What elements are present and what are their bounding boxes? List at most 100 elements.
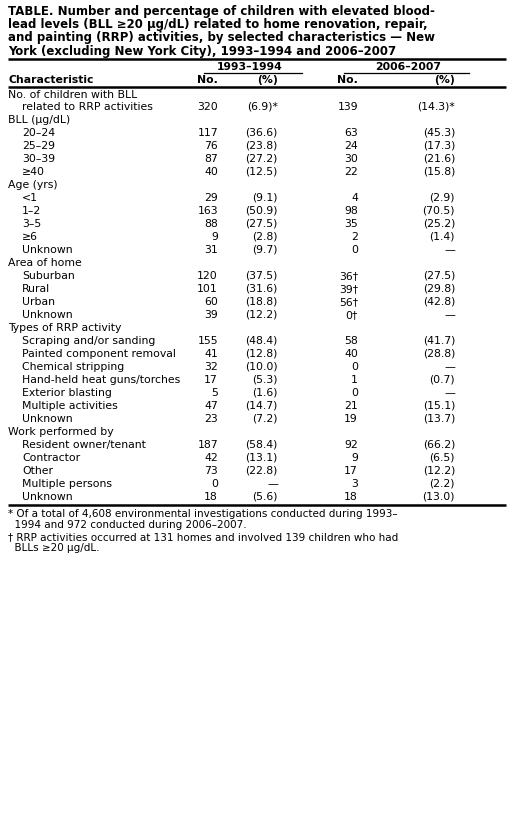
Text: Age (yrs): Age (yrs): [8, 180, 58, 190]
Text: (21.6): (21.6): [423, 154, 455, 164]
Text: (25.2): (25.2): [423, 219, 455, 229]
Text: 40: 40: [344, 349, 358, 359]
Text: 41: 41: [204, 349, 218, 359]
Text: (12.5): (12.5): [246, 167, 278, 177]
Text: 24: 24: [344, 141, 358, 151]
Text: (41.7): (41.7): [423, 336, 455, 346]
Text: (12.8): (12.8): [246, 349, 278, 359]
Text: (9.7): (9.7): [252, 245, 278, 255]
Text: Other: Other: [22, 466, 53, 476]
Text: 39: 39: [204, 310, 218, 320]
Text: 1: 1: [351, 374, 358, 385]
Text: (27.2): (27.2): [246, 154, 278, 164]
Text: 76: 76: [204, 141, 218, 151]
Text: 17: 17: [204, 374, 218, 385]
Text: 187: 187: [197, 440, 218, 450]
Text: Contractor: Contractor: [22, 453, 80, 463]
Text: * Of a total of 4,608 environmental investigations conducted during 1993–: * Of a total of 4,608 environmental inve…: [8, 509, 398, 519]
Text: (6.9)*: (6.9)*: [247, 102, 278, 112]
Text: 23: 23: [204, 414, 218, 424]
Text: (13.0): (13.0): [423, 492, 455, 501]
Text: 0: 0: [211, 479, 218, 488]
Text: (10.0): (10.0): [245, 361, 278, 372]
Text: (2.8): (2.8): [252, 232, 278, 242]
Text: Urban: Urban: [22, 297, 55, 307]
Text: 47: 47: [204, 400, 218, 411]
Text: 0†: 0†: [345, 310, 358, 320]
Text: (1.4): (1.4): [430, 232, 455, 242]
Text: 30–39: 30–39: [22, 154, 56, 164]
Text: (2.9): (2.9): [430, 193, 455, 203]
Text: (22.8): (22.8): [246, 466, 278, 476]
Text: (5.3): (5.3): [252, 374, 278, 385]
Text: 92: 92: [344, 440, 358, 450]
Text: No.: No.: [337, 76, 358, 85]
Text: Unknown: Unknown: [22, 492, 73, 501]
Text: 3–5: 3–5: [22, 219, 42, 229]
Text: 40: 40: [204, 167, 218, 177]
Text: —: —: [444, 245, 455, 255]
Text: 2006–2007: 2006–2007: [376, 62, 442, 72]
Text: 9: 9: [211, 232, 218, 242]
Text: 73: 73: [204, 466, 218, 476]
Text: and painting (RRP) activities, by selected characteristics — New: and painting (RRP) activities, by select…: [8, 32, 435, 45]
Text: Suburban: Suburban: [22, 271, 75, 281]
Text: 163: 163: [197, 206, 218, 216]
Text: (27.5): (27.5): [423, 271, 455, 281]
Text: 139: 139: [337, 102, 358, 112]
Text: Multiple activities: Multiple activities: [22, 400, 118, 411]
Text: (2.2): (2.2): [430, 479, 455, 488]
Text: (29.8): (29.8): [423, 284, 455, 294]
Text: (0.7): (0.7): [429, 374, 455, 385]
Text: † RRP activities occurred at 131 homes and involved 139 children who had: † RRP activities occurred at 131 homes a…: [8, 532, 398, 542]
Text: (1.6): (1.6): [252, 387, 278, 398]
Text: 2: 2: [351, 232, 358, 242]
Text: No. of children with BLL: No. of children with BLL: [8, 90, 137, 100]
Text: (12.2): (12.2): [246, 310, 278, 320]
Text: (58.4): (58.4): [246, 440, 278, 450]
Text: Multiple persons: Multiple persons: [22, 479, 112, 488]
Text: 3: 3: [351, 479, 358, 488]
Text: 20–24: 20–24: [22, 128, 56, 138]
Text: 101: 101: [197, 284, 218, 294]
Text: 21: 21: [344, 400, 358, 411]
Text: 117: 117: [197, 128, 218, 138]
Text: (5.6): (5.6): [252, 492, 278, 501]
Text: (13.1): (13.1): [246, 453, 278, 463]
Text: Rural: Rural: [22, 284, 50, 294]
Text: TABLE. Number and percentage of children with elevated blood-: TABLE. Number and percentage of children…: [8, 5, 435, 18]
Text: (45.3): (45.3): [423, 128, 455, 138]
Text: ≥40: ≥40: [22, 167, 45, 177]
Text: lead levels (BLL ≥20 μg/dL) related to home renovation, repair,: lead levels (BLL ≥20 μg/dL) related to h…: [8, 18, 428, 31]
Text: 58: 58: [344, 336, 358, 346]
Text: Chemical stripping: Chemical stripping: [22, 361, 124, 372]
Text: Work performed by: Work performed by: [8, 427, 114, 437]
Text: BLLs ≥20 μg/dL.: BLLs ≥20 μg/dL.: [8, 543, 100, 554]
Text: 5: 5: [211, 387, 218, 398]
Text: (66.2): (66.2): [423, 440, 455, 450]
Text: 60: 60: [204, 297, 218, 307]
Text: 25–29: 25–29: [22, 141, 55, 151]
Text: 19: 19: [344, 414, 358, 424]
Text: 17: 17: [344, 466, 358, 476]
Text: 31: 31: [204, 245, 218, 255]
Text: (12.2): (12.2): [423, 466, 455, 476]
Text: Area of home: Area of home: [8, 258, 82, 268]
Text: Resident owner/tenant: Resident owner/tenant: [22, 440, 146, 450]
Text: 0: 0: [351, 361, 358, 372]
Text: (13.7): (13.7): [423, 414, 455, 424]
Text: 18: 18: [204, 492, 218, 501]
Text: 1994 and 972 conducted during 2006–2007.: 1994 and 972 conducted during 2006–2007.: [8, 520, 247, 530]
Text: <1: <1: [22, 193, 38, 203]
Text: (50.9): (50.9): [246, 206, 278, 216]
Text: 1993–1994: 1993–1994: [217, 62, 283, 72]
Text: —: —: [444, 361, 455, 372]
Text: Painted component removal: Painted component removal: [22, 349, 176, 359]
Text: —: —: [444, 310, 455, 320]
Text: (9.1): (9.1): [252, 193, 278, 203]
Text: Unknown: Unknown: [22, 310, 73, 320]
Text: 88: 88: [204, 219, 218, 229]
Text: 0: 0: [351, 245, 358, 255]
Text: 4: 4: [351, 193, 358, 203]
Text: 32: 32: [204, 361, 218, 372]
